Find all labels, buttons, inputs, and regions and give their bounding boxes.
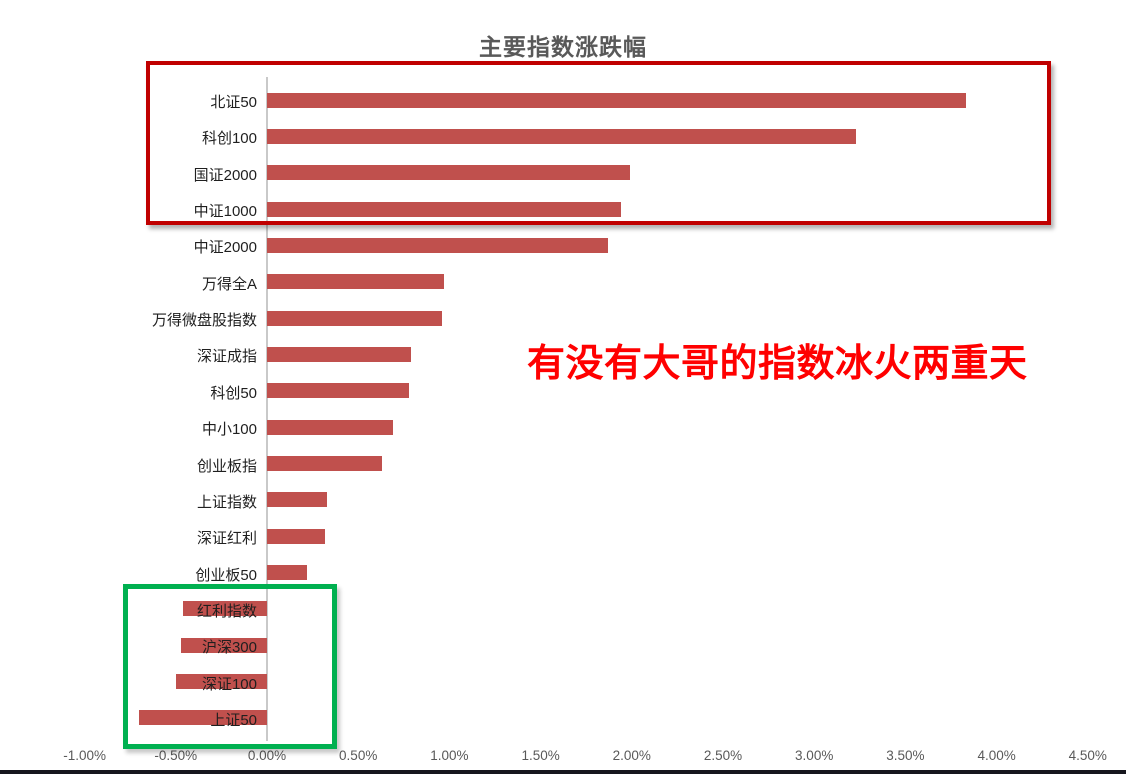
category-label: 沪深300 bbox=[201, 639, 257, 657]
chart-bar bbox=[181, 637, 267, 653]
category-label: 上证50 bbox=[210, 711, 257, 729]
chart-bar bbox=[267, 201, 621, 217]
category-label: 万得全A bbox=[201, 275, 257, 293]
chart-bar bbox=[267, 565, 308, 581]
chart-bar bbox=[267, 237, 609, 253]
category-label: 中小100 bbox=[201, 421, 257, 439]
x-axis-tick-label: 1.50% bbox=[521, 748, 560, 763]
bottom-decliners-highlight-box bbox=[123, 584, 337, 749]
chart-bar bbox=[267, 310, 443, 326]
category-label: 创业板50 bbox=[195, 566, 257, 584]
x-axis-tick-label: 3.00% bbox=[795, 748, 834, 763]
chart-bar bbox=[267, 274, 444, 290]
category-label: 深证100 bbox=[201, 675, 257, 693]
chart-bar bbox=[267, 383, 410, 399]
chart-bar bbox=[267, 128, 857, 144]
category-label: 国证2000 bbox=[193, 166, 257, 184]
annotation-text: 有没有大哥的指数冰火两重天 bbox=[527, 343, 1028, 385]
x-axis-tick-label: -0.50% bbox=[154, 748, 198, 763]
x-axis-tick-label: 0.50% bbox=[339, 748, 378, 763]
category-label: 红利指数 bbox=[196, 602, 257, 620]
category-label: 上证指数 bbox=[196, 493, 257, 511]
top-gainers-highlight-box bbox=[146, 61, 1051, 225]
chart-bar bbox=[139, 710, 267, 726]
category-label: 北证50 bbox=[210, 94, 257, 111]
chart-bar bbox=[267, 456, 382, 471]
category-label: 科创50 bbox=[210, 384, 257, 402]
category-label: 深证红利 bbox=[196, 530, 257, 548]
x-axis-tick-label: -1.00% bbox=[63, 748, 106, 763]
x-axis-tick-label: 3.50% bbox=[886, 748, 925, 763]
category-label: 创业板指 bbox=[196, 457, 257, 475]
category-label: 中证1000 bbox=[193, 203, 257, 221]
chart-bar bbox=[267, 165, 630, 181]
chart-title: 主要指数涨跌幅 bbox=[479, 34, 647, 60]
category-label: 科创100 bbox=[201, 130, 257, 148]
x-axis-tick-label: 4.00% bbox=[977, 748, 1016, 763]
x-axis-tick-label: 0.00% bbox=[247, 748, 287, 763]
chart-bar bbox=[267, 528, 326, 544]
chart-bar bbox=[175, 674, 267, 690]
chart-bar bbox=[267, 92, 966, 108]
x-axis-tick-label: 2.00% bbox=[612, 748, 651, 763]
x-axis-tick-label: 1.00% bbox=[430, 748, 469, 763]
x-axis-tick-label: 2.50% bbox=[703, 748, 743, 763]
bottom-border-line bbox=[0, 770, 1126, 774]
chart-bar bbox=[183, 601, 267, 617]
chart-bar bbox=[267, 492, 328, 508]
x-axis-tick-label: 4.50% bbox=[1068, 748, 1107, 763]
zero-axis-line bbox=[266, 77, 268, 741]
chart-bar bbox=[267, 346, 412, 362]
category-label: 万得微盘股指数 bbox=[151, 312, 257, 330]
category-label: 中证2000 bbox=[193, 239, 257, 257]
chart-bar bbox=[267, 419, 393, 435]
category-label: 深证成指 bbox=[196, 348, 257, 366]
